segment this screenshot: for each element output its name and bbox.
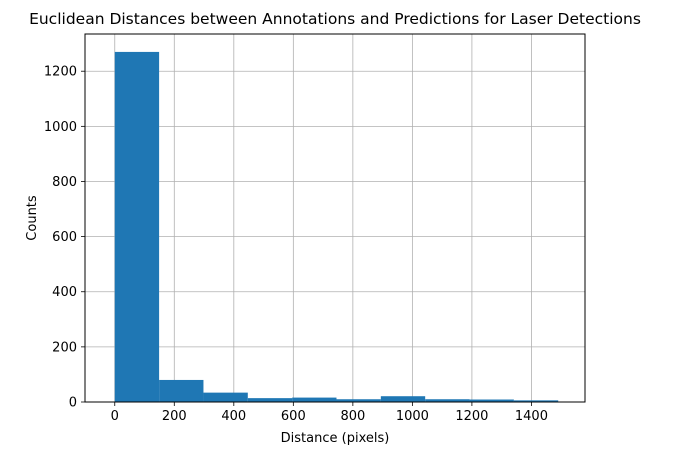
- histogram-bar: [292, 397, 337, 402]
- x-tick-label: 0: [111, 409, 119, 424]
- histogram-bar: [469, 399, 514, 402]
- y-tick-label: 1200: [44, 65, 77, 80]
- y-axis-label: Counts: [25, 195, 40, 241]
- histogram-bars: [114, 51, 559, 402]
- chart-title: Euclidean Distances between Annotations …: [29, 10, 641, 28]
- x-axis-label: Distance (pixels): [281, 431, 390, 446]
- y-tick-label: 600: [52, 230, 77, 245]
- histogram-bar: [114, 51, 160, 402]
- x-tick-label: 1400: [515, 409, 548, 424]
- x-tick-label: 400: [221, 409, 246, 424]
- histogram-bar: [159, 379, 204, 402]
- grid-lines: [85, 34, 585, 403]
- y-tick-label: 400: [52, 285, 77, 300]
- y-tick-label: 0: [69, 396, 77, 411]
- plot-frame: [84, 33, 586, 403]
- histogram-bar: [247, 398, 293, 402]
- x-tick-label: 800: [340, 409, 365, 424]
- y-tick-label: 1000: [44, 120, 77, 135]
- x-tick-label: 1200: [455, 409, 488, 424]
- histogram-bar: [425, 399, 470, 402]
- x-tick-label: 1000: [396, 409, 429, 424]
- histogram-bar: [513, 400, 559, 402]
- y-axis-ticks: 0 200 400 600 800 1000 1200: [44, 65, 85, 411]
- histogram-bar: [203, 392, 248, 402]
- histogram-bar: [380, 396, 426, 402]
- x-tick-label: 600: [281, 409, 306, 424]
- y-tick-label: 800: [52, 175, 77, 190]
- x-tick-label: 200: [162, 409, 187, 424]
- histogram-bar: [336, 399, 381, 402]
- x-axis-ticks: 0 200 400 600 800 1000 1200 1400: [111, 402, 548, 424]
- y-tick-label: 200: [52, 340, 77, 355]
